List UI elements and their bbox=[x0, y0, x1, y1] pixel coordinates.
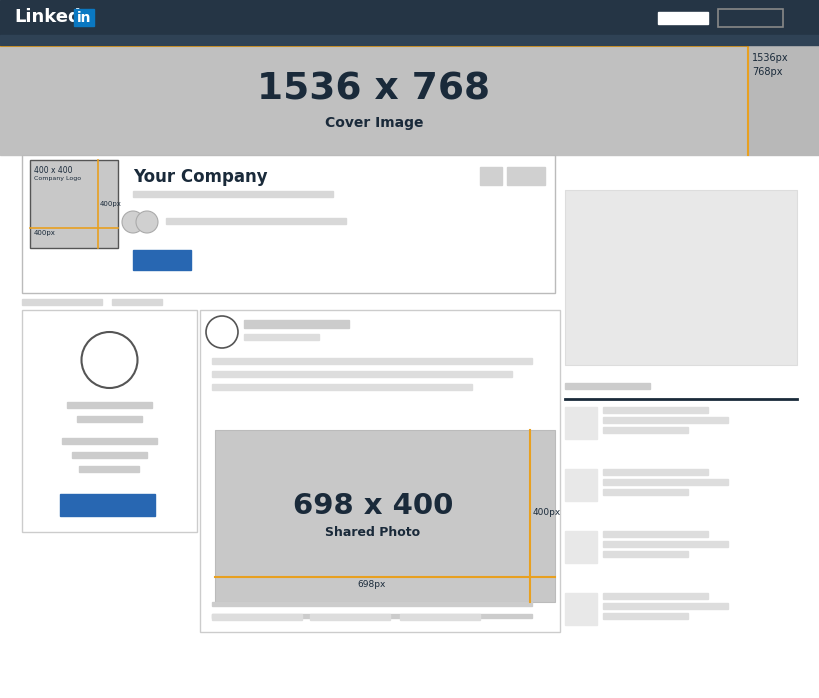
Bar bbox=[0, 45, 747, 155]
Bar bbox=[212, 614, 301, 620]
Bar bbox=[133, 250, 191, 270]
Bar bbox=[564, 383, 649, 389]
Bar bbox=[244, 334, 319, 340]
Text: in: in bbox=[77, 10, 91, 24]
Bar bbox=[602, 479, 727, 485]
Bar bbox=[310, 614, 390, 620]
Text: Cover Image: Cover Image bbox=[324, 116, 423, 130]
Bar bbox=[212, 358, 532, 364]
Bar bbox=[22, 310, 197, 532]
Bar bbox=[165, 218, 346, 224]
Bar bbox=[212, 384, 472, 390]
Bar bbox=[564, 593, 596, 625]
Bar bbox=[602, 613, 687, 619]
Bar bbox=[400, 614, 479, 620]
Bar bbox=[0, 35, 819, 45]
Bar bbox=[602, 593, 707, 599]
Bar bbox=[564, 469, 596, 501]
Bar bbox=[112, 299, 162, 305]
Bar bbox=[200, 310, 559, 632]
Text: Company Logo: Company Logo bbox=[34, 176, 81, 181]
Bar bbox=[602, 541, 727, 547]
Bar bbox=[602, 551, 687, 557]
Text: 1536 x 768: 1536 x 768 bbox=[257, 72, 490, 108]
Circle shape bbox=[122, 211, 144, 233]
Bar bbox=[506, 167, 545, 185]
Circle shape bbox=[81, 332, 138, 388]
Bar bbox=[67, 402, 152, 408]
Bar bbox=[212, 602, 532, 606]
Circle shape bbox=[136, 211, 158, 233]
Bar bbox=[747, 45, 819, 155]
Text: 1536px: 1536px bbox=[751, 53, 788, 63]
Bar bbox=[212, 371, 511, 377]
Bar bbox=[133, 191, 333, 197]
Text: 768px: 768px bbox=[751, 67, 781, 77]
Bar bbox=[602, 603, 727, 609]
Bar bbox=[564, 531, 596, 563]
Text: 400px: 400px bbox=[532, 508, 560, 517]
Circle shape bbox=[206, 316, 238, 348]
Bar bbox=[60, 494, 155, 516]
Bar bbox=[22, 155, 554, 293]
Bar bbox=[602, 469, 707, 475]
Bar bbox=[244, 320, 349, 328]
Text: 400 x 400: 400 x 400 bbox=[34, 166, 72, 175]
Bar bbox=[30, 160, 118, 248]
Text: Your Company: Your Company bbox=[133, 168, 267, 186]
Bar bbox=[215, 430, 554, 602]
Bar bbox=[564, 190, 796, 365]
Bar bbox=[602, 417, 727, 423]
Bar bbox=[564, 407, 596, 439]
Text: 400px: 400px bbox=[100, 201, 122, 207]
Bar bbox=[602, 489, 687, 495]
Bar bbox=[479, 167, 501, 185]
Bar bbox=[62, 438, 156, 444]
Text: 400px: 400px bbox=[34, 230, 56, 236]
Bar bbox=[72, 452, 147, 458]
Bar bbox=[602, 427, 687, 433]
Bar bbox=[77, 416, 142, 422]
Bar bbox=[0, 0, 819, 35]
Bar bbox=[657, 12, 707, 24]
Text: 698 x 400: 698 x 400 bbox=[292, 492, 453, 520]
Bar bbox=[717, 9, 782, 27]
Bar bbox=[602, 407, 707, 413]
Bar bbox=[79, 466, 139, 472]
Bar bbox=[602, 531, 707, 537]
Bar bbox=[212, 614, 532, 618]
Bar bbox=[22, 299, 102, 305]
Text: Shared Photo: Shared Photo bbox=[325, 526, 420, 538]
Text: 698px: 698px bbox=[357, 580, 385, 589]
Text: Linked: Linked bbox=[14, 8, 80, 27]
Bar bbox=[74, 9, 94, 26]
